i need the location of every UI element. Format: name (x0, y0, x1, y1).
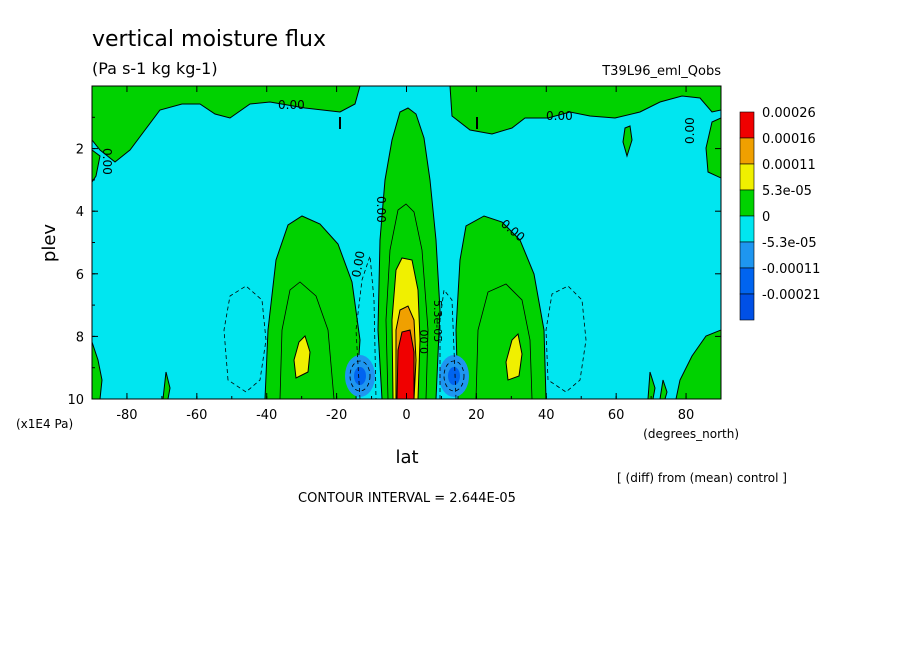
contour-label: 0.00 (546, 109, 573, 123)
x-tick-label: 0 (402, 408, 410, 423)
x-axis-units: (degrees_north) (643, 427, 739, 441)
plot-area: 0.00 0.00 0.00 0.00 0.00 0.00 0.00 0.00 … (92, 86, 721, 399)
contour-fill-small-right (622, 125, 633, 158)
legend-label: 0.00011 (762, 158, 816, 173)
x-tick-label: 40 (538, 408, 555, 423)
contour-line-neg-north-ring (443, 360, 465, 392)
contour-label: 0.00 (683, 117, 697, 144)
x-tick-label: 20 (468, 408, 485, 423)
chart-title: vertical moisture flux (92, 27, 326, 52)
contour-label: 0.00 (418, 330, 431, 355)
x-tick-label: 80 (678, 408, 695, 423)
contour-line-neg-north-inner (439, 289, 457, 399)
contour-fill-small-north (647, 371, 656, 399)
y-axis-units: (x1E4 Pa) (16, 417, 73, 431)
y-tick-label: 4 (76, 205, 84, 220)
contour-label: 0.00 (374, 196, 388, 223)
contour-line-south-col (279, 281, 335, 399)
legend-swatch (739, 241, 755, 269)
legend-label: 0.00026 (762, 106, 816, 121)
y-axis-label: plev (39, 224, 60, 263)
legend-label: -0.00011 (762, 262, 820, 277)
contour-fill-small-north-2 (659, 379, 668, 399)
chart-subtitle: (Pa s-1 kg kg-1) (92, 59, 218, 78)
contour-interval: CONTOUR INTERVAL = 2.644E-05 (298, 491, 516, 506)
contour-line-north-col (475, 283, 533, 399)
legend-swatch (739, 137, 755, 165)
x-tick-label: -40 (256, 408, 277, 423)
y-tick-label: 6 (76, 268, 84, 283)
contour-fill-right-edge (705, 117, 721, 179)
y-tick-label: 8 (76, 330, 84, 345)
x-tick-label: 60 (608, 408, 625, 423)
contour-line-neg-south-outer (223, 285, 267, 393)
x-tick-label: -20 (326, 408, 347, 423)
contour-label: 0.00 (349, 250, 367, 279)
contour-fill-eq-red (396, 329, 415, 399)
legend-label: 0 (762, 210, 770, 225)
legend-label: 0.00016 (762, 132, 816, 147)
contour-label: 0.00 (100, 148, 114, 175)
legend-label: -5.3e-05 (762, 236, 817, 251)
contour-fill-north-downdraft-core (448, 367, 460, 385)
x-axis-label: lat (395, 447, 418, 468)
legend-swatch (739, 163, 755, 191)
contour-label: 5.3e-05 (431, 300, 444, 342)
y-tick-label: 2 (76, 143, 84, 158)
legend-label: -0.00021 (762, 288, 820, 303)
contour-fill-top-left (92, 86, 361, 163)
contour-line-neg-south-ring (349, 360, 371, 392)
contour-fill-top-left-2 (92, 149, 101, 183)
legend-swatch (739, 267, 755, 295)
x-tick-label: -80 (116, 408, 137, 423)
contour-fill-small-south (162, 371, 171, 399)
y-tick-label: 10 (67, 393, 84, 408)
x-tick-label: -60 (186, 408, 207, 423)
contour-fill-top-right (449, 86, 721, 135)
contour-label: 0.00 (278, 98, 305, 112)
legend-swatch (739, 215, 755, 243)
x-axis: -80 -60 -40 -20 0 20 40 60 80 (91, 86, 722, 423)
experiment-label: T39L96_eml_Qobs (601, 64, 721, 79)
contour-fill-lower-right (675, 329, 721, 399)
footnote: [ (diff) from (mean) control ] (617, 471, 787, 485)
contour-fill-south-core (293, 335, 311, 379)
legend: 0.00026 0.00016 0.00011 5.3e-05 0 -5.3e-05 -0.… (739, 106, 820, 321)
legend-swatch (739, 189, 755, 217)
legend-label: 5.3e-05 (762, 184, 812, 199)
contour-line-eq-1 (385, 203, 429, 399)
contour-line-neg-south-inner (355, 255, 377, 399)
contour-fill-north-core (505, 332, 523, 381)
contour-fill-north-column (455, 215, 547, 399)
contour-fill-south-downdraft-core (354, 367, 366, 385)
y-axis: 2 4 6 8 10 (67, 116, 721, 408)
contour-fill-lower-left (92, 341, 103, 399)
legend-swatch (739, 293, 755, 321)
contour-line-neg-north-outer (545, 285, 587, 393)
legend-swatch (739, 111, 755, 139)
